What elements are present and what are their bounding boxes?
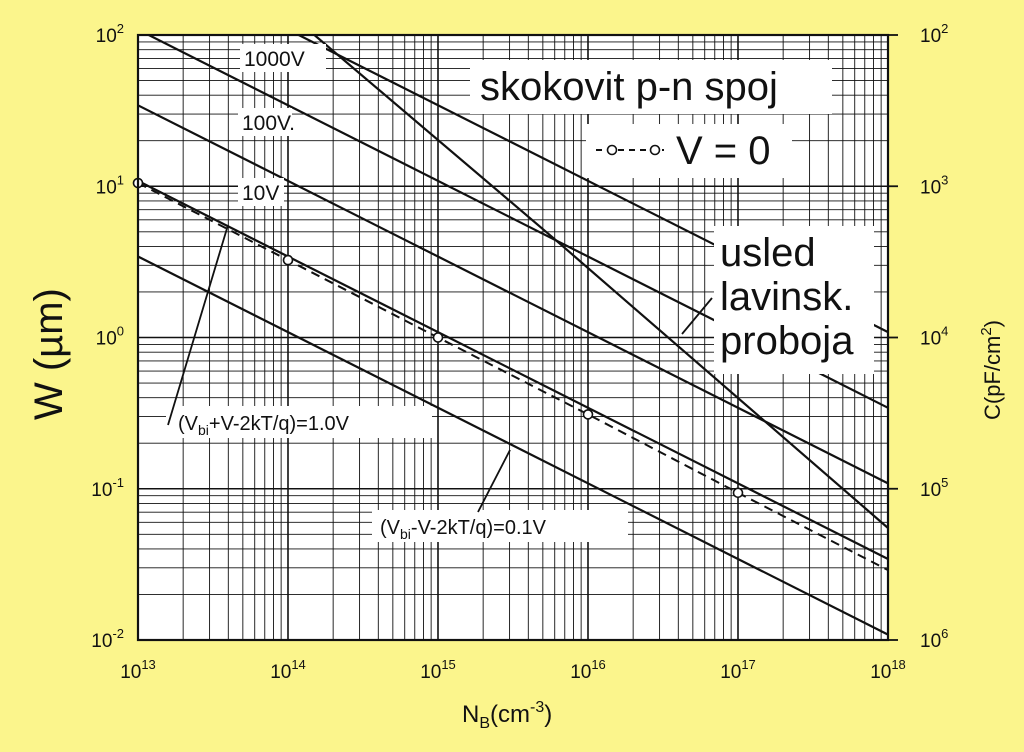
plot-curves: [138, 35, 888, 636]
annotation-line-2: lavinsk.: [720, 275, 853, 319]
legend-label: V = 0: [676, 129, 771, 173]
y-tick-label: 101: [96, 172, 124, 198]
y2-tick-label: 103: [920, 172, 948, 198]
series-label-100v: 100V.: [242, 112, 295, 135]
x-tick-label: 1018: [870, 657, 906, 683]
legend-marker-point: [606, 144, 618, 156]
series-line-vbi-v-2kt-q-0-1v: [138, 255, 888, 636]
annotation-line-3: proboja: [720, 319, 854, 363]
plot-points: [132, 177, 744, 499]
x-tick-label: 1015: [420, 657, 456, 683]
legend-marker-point: [649, 144, 661, 156]
label-box-01v: [372, 510, 628, 542]
y-tick-label: 10-2: [91, 626, 124, 652]
y2-tick-label: 104: [920, 324, 948, 350]
y2-tick-label: 102: [920, 21, 948, 47]
series-line-vbi-v-2kt-q-1-0v: [138, 179, 888, 560]
label-box-1v: [166, 406, 432, 438]
y2-tick-label: 106: [920, 626, 948, 652]
x-tick-label: 1017: [720, 657, 756, 683]
series-line-v-0: [138, 182, 888, 571]
annotation-line-1: usled: [720, 231, 816, 275]
chart-title: skokovit p-n spoj: [480, 65, 778, 109]
data-point: [582, 409, 594, 420]
series-label-01v: (Vbi-V-2kT/q)=0.1V: [380, 517, 547, 542]
series-label-10v: 10V: [242, 182, 279, 205]
y2-axis-title: C(pF/cm2): [978, 320, 1005, 420]
y2-axis-ticks: 102 103 104 105 106: [888, 21, 948, 652]
y-axis-title: W (µm): [27, 288, 71, 420]
y-tick-label: 102: [96, 21, 124, 47]
y2-tick-label: 105: [920, 475, 948, 501]
x-tick-label: 1014: [270, 657, 306, 683]
data-point: [282, 254, 294, 266]
x-tick-label: 1013: [120, 657, 156, 683]
label-box-10v: [238, 178, 284, 206]
label-box-100v: [238, 108, 292, 136]
annotation-box: [714, 226, 874, 374]
leader-line-1v: [167, 224, 229, 426]
x-axis-title: NB(cm-3): [462, 699, 552, 732]
y-axis-ticks: 102 101 100 10-1 10-2: [91, 21, 124, 652]
series-label-1v: (Vbi+V-2kT/q)=1.0V: [178, 413, 350, 438]
leader-line-01v: [477, 449, 511, 513]
y-tick-label: 10-1: [91, 475, 124, 501]
data-point: [732, 487, 744, 499]
title-box: [470, 60, 832, 114]
x-axis-ticks: 1013 1014 1015 1016 1017 1018: [120, 657, 906, 683]
data-point: [432, 332, 444, 343]
x-tick-label: 1016: [570, 657, 606, 683]
annotation-leader: [681, 297, 713, 335]
y-tick-label: 100: [96, 324, 124, 350]
label-box-1000v: [240, 44, 326, 72]
series-line-usled-lavinsk-proboja: [313, 35, 888, 529]
series-label-1000v: 1000V: [244, 48, 305, 71]
